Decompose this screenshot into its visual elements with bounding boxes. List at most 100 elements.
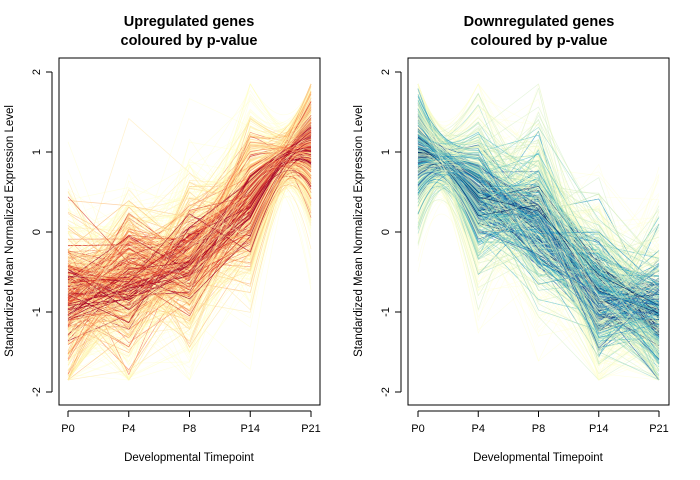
gene-line [417, 146, 660, 338]
plot-frame [407, 57, 670, 406]
gene-line [417, 104, 660, 354]
gene-line [67, 166, 312, 284]
gene-line [417, 175, 660, 269]
gene-line [67, 143, 312, 364]
gene-line [417, 148, 660, 314]
gene-line [417, 122, 660, 310]
panel-title-line-2: coloured by p-value [121, 33, 258, 49]
gene-line [417, 104, 660, 305]
x-axis-label: Developmental Timepoint [473, 452, 604, 464]
gene-line [67, 131, 312, 311]
gene-line [417, 155, 660, 354]
gene-line [67, 108, 312, 283]
gene-line [417, 168, 660, 340]
gene-line [67, 141, 312, 360]
gene-line [67, 137, 312, 306]
gene-line [67, 141, 312, 315]
gene-line [67, 187, 312, 316]
gene-line [67, 156, 312, 332]
y-axis: -2 -1 0 1 2 [31, 69, 53, 397]
gene-line [417, 135, 660, 313]
gene-line [417, 146, 660, 302]
gene-line [417, 185, 660, 349]
gene-line [67, 141, 312, 272]
gene-line [67, 162, 312, 279]
x-tick-label: P8 [532, 423, 545, 435]
gene-line [67, 171, 312, 323]
gene-line [67, 154, 312, 318]
gene-line [417, 158, 660, 341]
gene-line [67, 172, 312, 367]
gene-line [67, 164, 312, 271]
gene-line [417, 185, 660, 312]
x-tick-label: P21 [649, 423, 669, 435]
gene-line [67, 145, 312, 342]
gene-line [417, 150, 660, 329]
gene-line [417, 153, 660, 335]
gene-line [67, 133, 312, 357]
gene-line [67, 151, 312, 282]
gene-line [417, 167, 660, 324]
gene-line [417, 101, 660, 300]
gene-line [67, 83, 312, 371]
gene-line [417, 113, 660, 284]
panel-title-line-1: Upregulated genes [124, 14, 255, 30]
x-tick-label: P0 [411, 423, 424, 435]
gene-line [67, 89, 312, 381]
gene-line [417, 114, 660, 370]
gene-line [417, 146, 660, 340]
downregulated-panel: Downregulated genes coloured by p-value … [353, 14, 670, 464]
x-tick-label: P21 [301, 423, 321, 435]
gene-line [417, 148, 660, 302]
y-tick-label: 2 [31, 69, 43, 75]
gene-line [67, 133, 312, 336]
expression-lines [417, 83, 660, 381]
gene-line [417, 173, 660, 340]
gene-line [417, 138, 660, 275]
gene-line [67, 181, 312, 312]
gene-line [417, 196, 660, 337]
gene-line [417, 107, 660, 344]
gene-line [417, 181, 660, 344]
gene-line [417, 129, 660, 292]
gene-line [417, 115, 660, 254]
y-tick-label: 0 [380, 229, 392, 235]
gene-line [417, 83, 660, 291]
gene-line [67, 136, 312, 301]
gene-line [417, 92, 660, 278]
gene-line [417, 124, 660, 304]
gene-line [67, 120, 312, 266]
gene-line [417, 122, 660, 298]
gene-line [67, 179, 312, 381]
gene-line [67, 179, 312, 343]
gene-line [417, 85, 660, 320]
gene-line [417, 129, 660, 277]
y-axis-label: Standardized Mean Normalized Expression … [4, 105, 16, 357]
gene-line [67, 156, 312, 310]
gene-line [67, 133, 312, 323]
y-tick-label: 1 [380, 149, 392, 155]
gene-line [417, 156, 660, 287]
gene-line [417, 100, 660, 316]
y-tick-label: -2 [380, 387, 392, 397]
expression-lines [67, 83, 312, 381]
gene-line [417, 102, 660, 294]
y-tick-label: 1 [31, 149, 43, 155]
gene-line [417, 83, 660, 381]
gene-line [67, 181, 312, 353]
gene-line [67, 175, 312, 320]
gene-line [417, 139, 660, 318]
x-tick-label: P8 [183, 423, 196, 435]
gene-line [417, 83, 660, 294]
gene-line [417, 123, 660, 299]
y-tick-label: -1 [31, 307, 43, 317]
y-tick-label: 0 [31, 229, 43, 235]
gene-line [417, 129, 660, 303]
x-axis: P0 P4 P8 P14 P21 [61, 410, 321, 435]
gene-line [417, 104, 660, 313]
gene-line [67, 118, 312, 285]
gene-line [417, 186, 660, 307]
gene-line [417, 132, 660, 346]
gene-line [67, 152, 312, 303]
